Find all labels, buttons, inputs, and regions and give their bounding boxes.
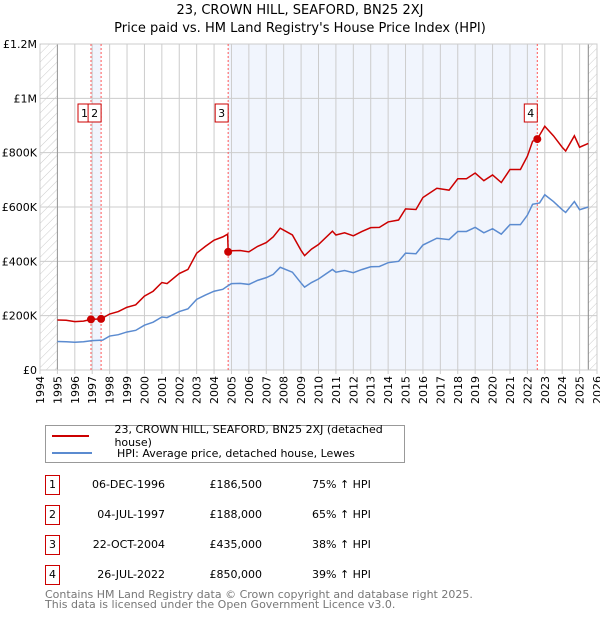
x-tick-label: 2009	[295, 376, 308, 404]
sale-hpi-change: 38% ↑ HPI	[312, 538, 371, 551]
x-tick-label: 2015	[400, 376, 413, 404]
legend-label-price: 23, CROWN HILL, SEAFORD, BN25 2XJ (detac…	[114, 423, 383, 449]
x-tick-label: 2026	[591, 376, 600, 404]
x-tick-label: 2008	[278, 376, 291, 404]
sale-date: 06-DEC-1996	[91, 478, 165, 491]
legend: 23, CROWN HILL, SEAFORD, BN25 2XJ (detac…	[45, 423, 405, 463]
x-tick-label: 2022	[521, 376, 534, 404]
sale-label: 4	[527, 107, 534, 120]
hpi-series-line	[57, 193, 589, 344]
footer: Contains HM Land Registry data © Crown c…	[45, 588, 473, 611]
x-tick-label: 2003	[191, 376, 204, 404]
sale-point	[97, 314, 106, 323]
sale-price: £850,000	[209, 568, 263, 581]
x-tick-label: 1999	[121, 376, 134, 404]
sale-label: 3	[218, 107, 225, 120]
price-chart: 1994 1995 1996 1997 1998 1999 2000 2001 2002 2003…	[2, 38, 600, 404]
x-tick-label: 1994	[34, 376, 47, 404]
sale-price: £186,500	[209, 478, 263, 491]
x-tick-label: 2000	[138, 376, 151, 404]
x-tick-label: 2025	[574, 376, 587, 404]
sale-price: £435,000	[209, 538, 263, 551]
sale-row: 3 22-OCT-2004 £435,000 38% ↑ HPI	[45, 535, 405, 555]
x-tick-label: 1998	[104, 376, 117, 404]
legend-swatch-price	[52, 435, 90, 437]
x-tick-label: 1995	[51, 376, 64, 404]
x-tick-label: 2023	[539, 376, 552, 404]
sale-number-badge: 1	[45, 475, 60, 495]
sale-point	[87, 315, 96, 324]
sale-hpi-change: 75% ↑ HPI	[312, 478, 371, 491]
y-tick-label: £0	[23, 364, 37, 377]
x-tick-label: 2016	[417, 376, 430, 404]
sale-label-box	[214, 103, 229, 123]
sale-label: 1	[81, 107, 88, 120]
y-tick-label: £1M	[14, 92, 38, 105]
sale-label: 2	[91, 107, 98, 120]
x-tick-label: 2020	[487, 376, 500, 404]
y-tick-label: £600K	[2, 201, 38, 214]
sale-number-badge: 2	[45, 505, 60, 525]
price-series-line	[57, 125, 589, 323]
x-tick-label: 2013	[365, 376, 378, 404]
x-tick-label: 2005	[225, 376, 238, 404]
sale-number-badge: 3	[45, 535, 60, 555]
sale-row: 4 26-JUL-2022 £850,000 39% ↑ HPI	[45, 565, 405, 585]
sale-price: £188,000	[209, 508, 263, 521]
legend-label-hpi: HPI: Average price, detached house, Lewe…	[117, 446, 355, 460]
x-tick-label: 1997	[86, 376, 99, 404]
x-tick-label: 2018	[452, 376, 465, 404]
x-tick-label: 2011	[330, 376, 343, 404]
sale-date: 26-JUL-2022	[97, 568, 165, 581]
x-tick-label: 1996	[69, 376, 82, 404]
y-tick-label: £200K	[2, 310, 38, 323]
footer-copyright: Contains HM Land Registry data © Crown c…	[45, 588, 473, 601]
chart-title: 23, CROWN HILL, SEAFORD, BN25 2XJ	[176, 3, 424, 18]
x-tick-label: 2007	[260, 376, 273, 404]
sale-row: 2 04-JUL-1997 £188,000 65% ↑ HPI	[45, 505, 405, 525]
sale-date: 22-OCT-2004	[92, 538, 165, 551]
x-tick-label: 2014	[382, 376, 395, 404]
sale-point	[533, 135, 542, 144]
x-tick-label: 2021	[504, 376, 517, 404]
y-tick-label: £800K	[2, 147, 38, 160]
x-tick-label: 2001	[156, 376, 169, 404]
x-tick-label: 2006	[243, 376, 256, 404]
sale-label-box	[523, 103, 538, 123]
x-tick-label: 2024	[556, 376, 569, 404]
sale-hpi-change: 65% ↑ HPI	[312, 508, 371, 521]
x-tick-label: 2010	[313, 376, 326, 404]
x-tick-label: 2019	[469, 376, 482, 404]
plot-frame	[39, 43, 598, 371]
sale-hpi-change: 39% ↑ HPI	[312, 568, 371, 581]
legend-swatch-hpi	[52, 452, 92, 454]
x-tick-label: 2017	[434, 376, 447, 404]
footer-licence: This data is licensed under the Open Gov…	[45, 598, 396, 611]
x-tick-label: 2012	[347, 376, 360, 404]
x-tick-label: 2002	[173, 376, 186, 404]
sale-row: 1 06-DEC-1996 £186,500 75% ↑ HPI	[45, 475, 405, 495]
sale-label-box	[87, 103, 102, 123]
y-tick-label: £1.2M	[3, 38, 37, 51]
sale-point	[224, 247, 233, 256]
sale-number-badge: 4	[45, 565, 60, 585]
y-tick-label: £400K	[2, 255, 38, 268]
sale-date: 04-JUL-1997	[97, 508, 165, 521]
x-tick-label: 2004	[208, 376, 221, 404]
chart-subtitle: Price paid vs. HM Land Registry's House …	[114, 21, 486, 36]
